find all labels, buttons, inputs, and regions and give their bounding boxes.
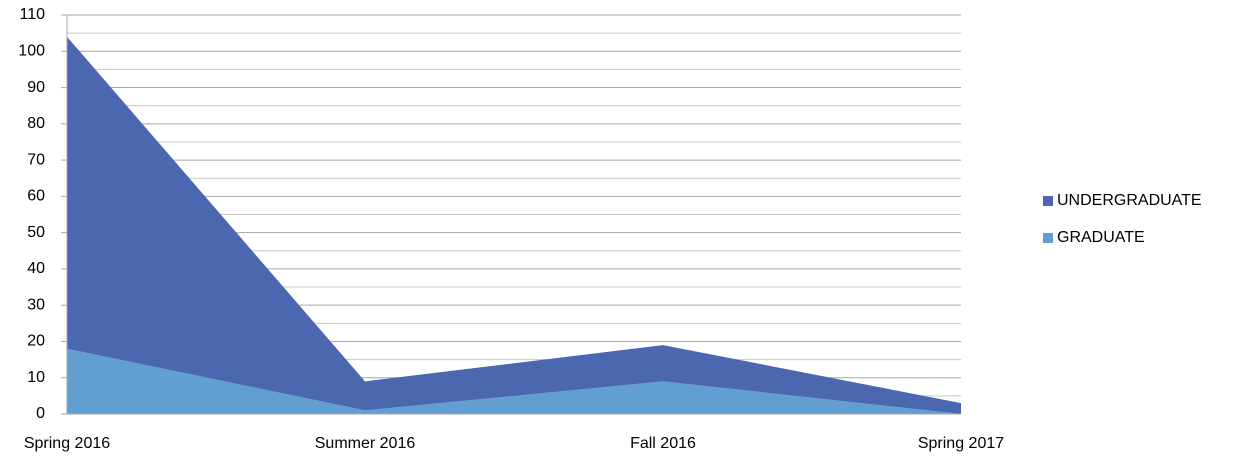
x-tick-label: Spring 2016: [24, 435, 110, 452]
y-tick-label: 20: [27, 333, 45, 350]
area: [67, 348, 961, 414]
area: [67, 36, 961, 414]
legend-swatch: [1043, 196, 1053, 206]
y-tick-label: 110: [19, 6, 45, 23]
y-tick-label: 60: [27, 188, 45, 205]
x-tick-label: Spring 2017: [918, 435, 1004, 452]
y-tick-label: 40: [27, 260, 45, 277]
y-tick-label: 50: [27, 224, 45, 241]
x-tick-label: Fall 2016: [630, 435, 696, 452]
legend-swatch: [1043, 233, 1053, 243]
y-tick-label: 90: [27, 79, 45, 96]
legend-label: GRADUATE: [1057, 229, 1145, 246]
y-tick-label: 70: [27, 151, 45, 168]
y-tick-label: 80: [27, 115, 45, 132]
x-tick-label: Summer 2016: [315, 435, 416, 452]
y-tick-label: 30: [27, 296, 45, 313]
y-tick-label: 100: [18, 42, 45, 59]
legend-label: UNDERGRADUATE: [1057, 192, 1202, 209]
y-tick-label: 10: [27, 369, 45, 386]
y-tick-label: 0: [36, 405, 45, 422]
